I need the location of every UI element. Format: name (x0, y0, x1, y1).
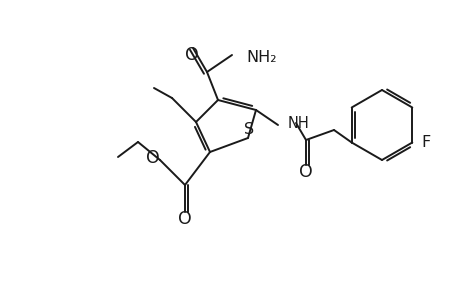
Text: O: O (178, 210, 191, 228)
Text: NH₂: NH₂ (246, 50, 276, 64)
Text: O: O (298, 163, 312, 181)
Text: S: S (243, 122, 253, 136)
Text: O: O (146, 149, 160, 167)
Text: NH: NH (287, 116, 309, 130)
Text: O: O (185, 46, 198, 64)
Text: F: F (420, 135, 430, 150)
